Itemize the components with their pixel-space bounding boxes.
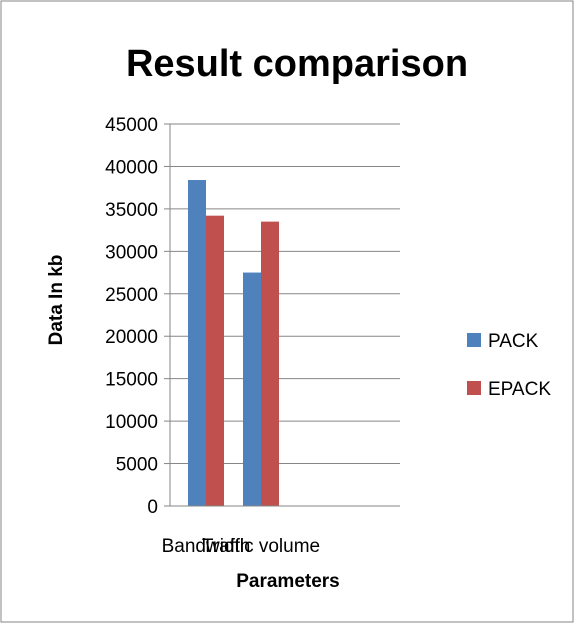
y-tick-label: 5000 — [116, 455, 158, 476]
y-tick-label: 15000 — [105, 370, 158, 391]
legend-label-pack: PACK — [488, 331, 539, 352]
y-tick-label: 10000 — [105, 412, 158, 433]
x-axis-label: Parameters — [236, 571, 340, 592]
y-tick-label: 40000 — [105, 157, 158, 178]
bars — [188, 180, 279, 506]
x-tick-label: Traffic volume — [202, 536, 320, 557]
x-tick-label: Bandwidth — [162, 536, 251, 557]
legend-swatch-epack — [467, 381, 481, 395]
y-tick-label: 20000 — [105, 327, 158, 348]
y-tick-label: 30000 — [105, 242, 158, 263]
legend-label-epack: EPACK — [488, 379, 551, 400]
chart-title: Result comparison — [126, 43, 468, 85]
bar-pack-0 — [188, 180, 206, 506]
legend: PACK EPACK — [467, 331, 551, 400]
y-tick-label: 45000 — [105, 115, 158, 136]
y-tick-label: 35000 — [105, 200, 158, 221]
y-axis-label: Data In kb — [46, 255, 67, 346]
bar-epack-1 — [261, 221, 279, 506]
bar-pack-1 — [243, 272, 261, 506]
legend-swatch-pack — [467, 333, 481, 347]
y-tick-label: 0 — [147, 497, 158, 518]
y-tick-labels: 0 5000 10000 15000 20000 25000 30000 35000 40000… — [105, 115, 158, 518]
bar-epack-0 — [206, 215, 224, 506]
y-tick-label: 25000 — [105, 285, 158, 306]
